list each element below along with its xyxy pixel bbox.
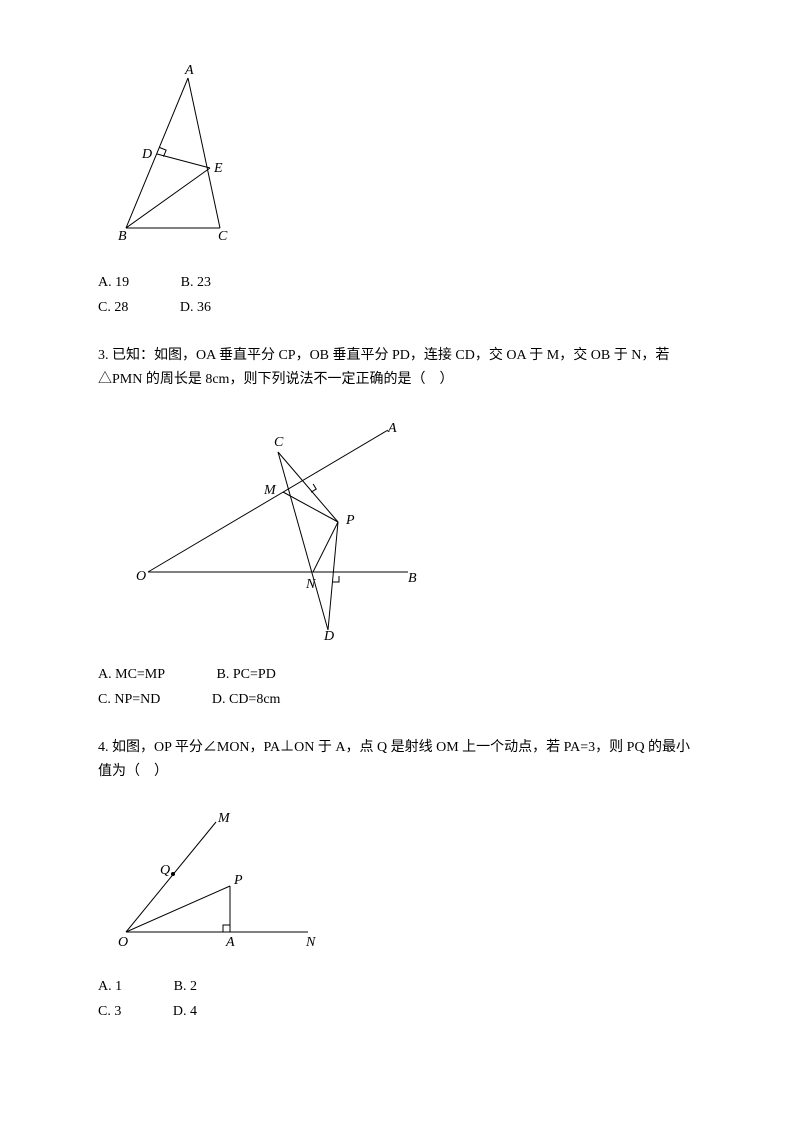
q3-option-d: D. CD=8cm	[212, 687, 305, 712]
q2-options: A. 19 B. 23 C. 28 D. 36	[98, 270, 702, 320]
q4-diagram: O M N P A Q	[98, 804, 702, 954]
q4-options-row2: C. 3 D. 4	[98, 999, 702, 1024]
q4-options-row1: A. 1 B. 2	[98, 974, 702, 999]
svg-text:D: D	[323, 629, 334, 642]
q3-options-row1: A. MC=MP B. PC=PD	[98, 662, 702, 687]
q4-option-a-text: 1	[115, 974, 122, 999]
svg-text:N: N	[305, 935, 316, 950]
q3-option-a-text: MC=MP	[115, 662, 165, 687]
svg-text:P: P	[233, 873, 243, 888]
q2-option-b-text: 23	[197, 270, 211, 295]
q3-diagram: O A B C D P M N	[118, 412, 702, 642]
svg-text:B: B	[408, 571, 417, 586]
q4-text: 4. 如图，OP 平分∠MON，PA⊥ON 于 A，点 Q 是射线 OM 上一个…	[98, 736, 702, 784]
q3-text: 3. 已知：如图，OA 垂直平分 CP，OB 垂直平分 PD，连接 CD，交 O…	[98, 344, 702, 392]
q2-option-b: B. 23	[181, 270, 235, 295]
svg-text:A: A	[184, 63, 194, 78]
svg-text:M: M	[263, 483, 277, 498]
q2-svg: A B C D E	[98, 60, 248, 250]
q3-options-row2: C. NP=ND D. CD=8cm	[98, 687, 702, 712]
q2-option-d-text: 36	[197, 295, 211, 320]
q4-option-b-text: 2	[190, 974, 197, 999]
q3-option-c-text: NP=ND	[114, 687, 160, 712]
q2-option-c-text: 28	[114, 295, 128, 320]
svg-text:B: B	[118, 229, 127, 244]
svg-text:C: C	[218, 229, 228, 244]
q2-options-row1: A. 19 B. 23	[98, 270, 702, 295]
q2-option-c: C. 28	[98, 295, 152, 320]
q3-option-b-text: PC=PD	[233, 662, 276, 687]
q4-option-c: C. 3	[98, 999, 145, 1024]
svg-text:P: P	[345, 513, 355, 528]
q4-option-d: D. 4	[173, 999, 221, 1024]
svg-text:A: A	[387, 421, 397, 436]
q4-svg: O M N P A Q	[98, 804, 318, 954]
q4-options: A. 1 B. 2 C. 3 D. 4	[98, 974, 702, 1024]
q3-option-b: B. PC=PD	[217, 662, 300, 687]
svg-text:C: C	[274, 435, 284, 450]
q3-option-c: C. NP=ND	[98, 687, 184, 712]
q4-option-c-text: 3	[114, 999, 121, 1024]
svg-text:M: M	[217, 811, 231, 826]
q3-options: A. MC=MP B. PC=PD C. NP=ND D. CD=8cm	[98, 662, 702, 712]
svg-text:O: O	[136, 569, 146, 584]
svg-text:E: E	[213, 161, 223, 176]
q2-option-d: D. 36	[180, 295, 235, 320]
q2-diagram: A B C D E	[98, 60, 702, 250]
q3-option-d-text: CD=8cm	[229, 687, 280, 712]
svg-text:N: N	[305, 577, 316, 592]
q3-option-a: A. MC=MP	[98, 662, 189, 687]
q4-option-d-text: 4	[190, 999, 197, 1024]
q2-option-a-text: 19	[115, 270, 129, 295]
q2-option-a: A. 19	[98, 270, 153, 295]
q4-option-b: B. 2	[174, 974, 221, 999]
svg-text:D: D	[141, 147, 152, 162]
q2-options-row2: C. 28 D. 36	[98, 295, 702, 320]
svg-text:O: O	[118, 935, 128, 950]
q3-svg: O A B C D P M N	[118, 412, 428, 642]
svg-text:Q: Q	[160, 863, 170, 878]
svg-text:A: A	[225, 935, 235, 950]
q4-option-a: A. 1	[98, 974, 146, 999]
